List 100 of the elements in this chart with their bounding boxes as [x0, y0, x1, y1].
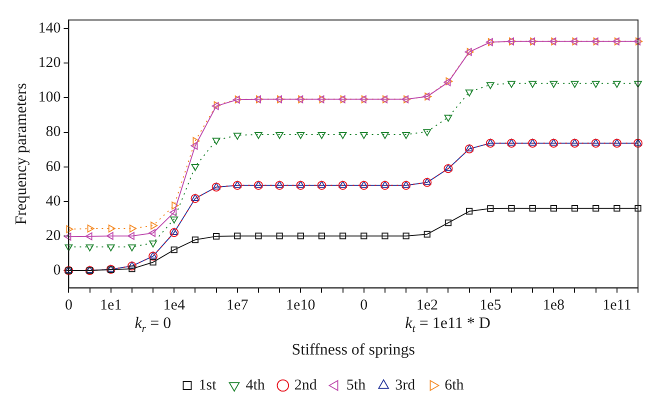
point: [296, 95, 304, 104]
x-tick-label: 1e1: [100, 298, 122, 314]
point: [529, 204, 536, 212]
point: [614, 37, 622, 46]
legend-label: 5th: [346, 377, 366, 394]
x-tick-label: 1e11: [602, 298, 632, 314]
point: [508, 204, 515, 212]
point: [636, 37, 642, 46]
point: [506, 37, 514, 46]
point: [382, 232, 388, 240]
point: [276, 132, 284, 140]
point: [212, 138, 220, 145]
point: [232, 96, 240, 104]
point: [149, 240, 158, 248]
point: [402, 95, 409, 104]
point: [634, 204, 642, 212]
y-axis-title: Frequency parameters: [12, 83, 30, 225]
point: [192, 236, 199, 244]
point: [170, 246, 178, 254]
x-tick-label: 0: [360, 298, 368, 314]
point: [488, 38, 495, 46]
point: [466, 48, 474, 56]
y-tick-label: 0: [53, 262, 61, 278]
point: [359, 95, 366, 104]
x-axis-title: Stiffness of springs: [292, 342, 415, 359]
point: [486, 38, 493, 46]
y-tick-label: 80: [46, 124, 61, 140]
point: [298, 95, 306, 104]
y-tick-label: 140: [38, 20, 61, 37]
point: [444, 78, 451, 86]
point: [486, 82, 494, 90]
point: [423, 129, 432, 136]
point: [571, 204, 578, 212]
point: [402, 232, 410, 240]
point: [255, 232, 262, 240]
point: [172, 202, 179, 210]
point: [108, 224, 116, 233]
point: [191, 164, 200, 172]
point: [444, 114, 452, 122]
point: [340, 95, 348, 104]
point: [634, 80, 642, 88]
point: [64, 244, 73, 252]
x-tick-label: 1e10: [286, 298, 316, 314]
point: [465, 90, 474, 97]
y-tick-label: 60: [46, 158, 61, 175]
point: [106, 232, 114, 240]
point: [214, 101, 221, 110]
x-tick-label: 1e2: [416, 298, 438, 314]
x-tick-label: 1e4: [163, 298, 186, 314]
point: [402, 132, 410, 140]
y-tick-label: 40: [46, 193, 61, 210]
x-tick-label: 1e5: [480, 298, 502, 314]
point: [276, 232, 283, 240]
point: [87, 224, 94, 233]
point: [338, 95, 346, 104]
point: [233, 132, 242, 140]
point: [275, 95, 282, 104]
point: [422, 92, 430, 101]
point: [106, 244, 115, 252]
y-tick-label: 120: [38, 55, 61, 72]
point: [170, 208, 177, 216]
x-tick-label: 1e7: [226, 298, 249, 314]
point: [444, 220, 452, 226]
point: [256, 95, 263, 104]
point: [318, 132, 326, 140]
y-tick-label: 20: [46, 228, 61, 244]
point: [170, 216, 178, 224]
point: [277, 95, 284, 104]
point: [254, 95, 261, 104]
legend-label: 6th: [444, 377, 464, 394]
point: [550, 80, 558, 88]
point: [234, 232, 241, 240]
legend-label: 1st: [198, 377, 218, 394]
point: [380, 95, 388, 104]
point: [487, 205, 494, 212]
point: [570, 37, 578, 46]
point: [148, 229, 156, 237]
point: [190, 142, 198, 150]
point: [570, 80, 579, 88]
point: [382, 95, 390, 104]
point: [360, 132, 368, 140]
legend-label: 2nd: [294, 377, 318, 394]
point: [424, 230, 430, 238]
point: [254, 132, 262, 140]
point: [528, 37, 536, 46]
point: [85, 232, 92, 240]
point: [317, 95, 324, 104]
point: [634, 37, 640, 46]
point: [64, 232, 72, 241]
point: [86, 244, 94, 252]
point: [66, 225, 74, 234]
point: [528, 80, 537, 88]
point: [319, 95, 326, 104]
x-tick-label: 0: [64, 298, 72, 314]
point: [297, 232, 304, 240]
point: [466, 208, 473, 215]
point: [551, 37, 558, 46]
point: [549, 37, 556, 46]
legend-label: 4th: [246, 377, 266, 394]
x-tick-label: 1e8: [542, 298, 564, 314]
